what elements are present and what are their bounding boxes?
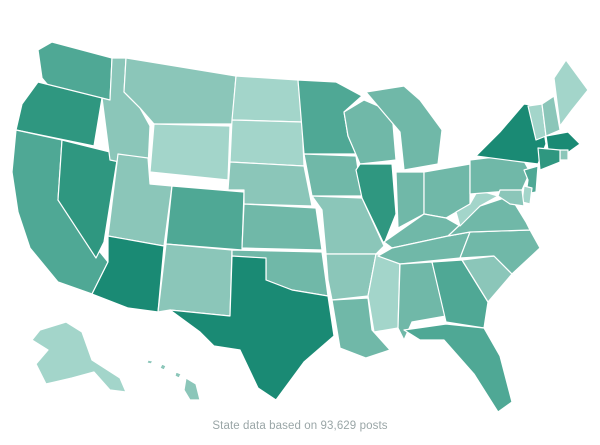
state-ri[interactable] bbox=[559, 149, 569, 161]
us-map-svg bbox=[11, 41, 589, 413]
state-ks[interactable] bbox=[241, 203, 323, 251]
state-il[interactable] bbox=[355, 163, 397, 245]
state-wi[interactable] bbox=[343, 99, 397, 165]
state-fl[interactable] bbox=[403, 323, 513, 413]
map-footnote: State data based on 93,629 posts bbox=[212, 420, 388, 432]
state-nm[interactable] bbox=[157, 243, 233, 317]
state-co[interactable] bbox=[165, 185, 245, 251]
state-sd[interactable] bbox=[229, 119, 305, 167]
state-ar[interactable] bbox=[325, 253, 377, 301]
state-me[interactable] bbox=[553, 59, 589, 127]
state-ma[interactable] bbox=[545, 131, 581, 155]
state-ct[interactable] bbox=[537, 147, 561, 171]
state-ak[interactable] bbox=[31, 321, 127, 393]
state-tx[interactable] bbox=[169, 255, 335, 401]
state-mi[interactable] bbox=[365, 85, 443, 171]
state-md[interactable] bbox=[497, 189, 525, 207]
state-nd[interactable] bbox=[231, 75, 303, 123]
state-wy[interactable] bbox=[149, 123, 231, 181]
state-az[interactable] bbox=[91, 235, 165, 313]
state-ia[interactable] bbox=[303, 153, 363, 197]
state-hi[interactable] bbox=[146, 359, 201, 401]
state-ga[interactable] bbox=[431, 259, 489, 329]
state-nh[interactable] bbox=[541, 95, 561, 137]
